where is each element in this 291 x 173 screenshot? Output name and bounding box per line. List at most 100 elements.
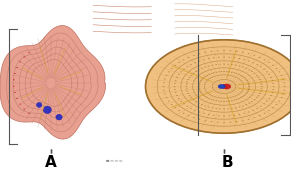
Circle shape bbox=[281, 97, 283, 98]
Circle shape bbox=[174, 86, 175, 87]
Circle shape bbox=[215, 100, 217, 101]
Circle shape bbox=[178, 74, 180, 75]
Circle shape bbox=[272, 92, 274, 93]
Circle shape bbox=[189, 77, 191, 78]
Circle shape bbox=[217, 122, 219, 123]
Circle shape bbox=[146, 40, 291, 133]
Circle shape bbox=[243, 113, 245, 114]
Circle shape bbox=[188, 57, 189, 58]
Circle shape bbox=[193, 117, 195, 118]
Circle shape bbox=[273, 86, 274, 87]
Circle shape bbox=[194, 62, 196, 63]
Circle shape bbox=[168, 71, 170, 72]
Circle shape bbox=[163, 86, 164, 87]
Circle shape bbox=[235, 65, 237, 66]
Circle shape bbox=[242, 52, 244, 53]
Circle shape bbox=[208, 98, 210, 99]
Circle shape bbox=[258, 77, 260, 78]
Circle shape bbox=[284, 86, 285, 87]
Circle shape bbox=[226, 101, 228, 102]
Text: B: B bbox=[221, 155, 233, 170]
Circle shape bbox=[217, 50, 219, 51]
Circle shape bbox=[258, 95, 260, 96]
Circle shape bbox=[193, 55, 195, 56]
Circle shape bbox=[229, 50, 231, 51]
Circle shape bbox=[187, 79, 189, 80]
Circle shape bbox=[178, 110, 180, 111]
Circle shape bbox=[259, 79, 261, 80]
Circle shape bbox=[205, 76, 206, 77]
Circle shape bbox=[260, 66, 262, 67]
Circle shape bbox=[198, 103, 200, 104]
Circle shape bbox=[233, 115, 235, 116]
Circle shape bbox=[272, 83, 274, 84]
Circle shape bbox=[13, 86, 15, 87]
Circle shape bbox=[227, 108, 229, 109]
Circle shape bbox=[175, 92, 177, 93]
Circle shape bbox=[235, 107, 237, 108]
Circle shape bbox=[278, 101, 280, 102]
Circle shape bbox=[208, 58, 210, 59]
Circle shape bbox=[231, 72, 233, 73]
Circle shape bbox=[212, 65, 213, 66]
Circle shape bbox=[174, 83, 176, 84]
Circle shape bbox=[203, 77, 205, 78]
Circle shape bbox=[178, 98, 180, 99]
Circle shape bbox=[268, 110, 270, 111]
Circle shape bbox=[198, 88, 200, 89]
Circle shape bbox=[176, 95, 178, 96]
Circle shape bbox=[171, 68, 173, 69]
Circle shape bbox=[213, 100, 215, 101]
Circle shape bbox=[186, 66, 188, 67]
Circle shape bbox=[276, 68, 277, 69]
Circle shape bbox=[266, 101, 268, 102]
Circle shape bbox=[205, 96, 206, 97]
Circle shape bbox=[231, 100, 233, 101]
Circle shape bbox=[223, 57, 225, 58]
Circle shape bbox=[198, 89, 200, 90]
Circle shape bbox=[164, 93, 166, 94]
Circle shape bbox=[242, 67, 244, 68]
Circle shape bbox=[106, 160, 109, 162]
Circle shape bbox=[218, 101, 220, 102]
Circle shape bbox=[264, 113, 265, 114]
Circle shape bbox=[14, 92, 16, 93]
Circle shape bbox=[166, 97, 168, 98]
Circle shape bbox=[212, 107, 213, 108]
Circle shape bbox=[252, 62, 254, 63]
Circle shape bbox=[223, 71, 225, 72]
Circle shape bbox=[191, 75, 192, 76]
Circle shape bbox=[28, 113, 30, 114]
Circle shape bbox=[227, 64, 229, 65]
Circle shape bbox=[204, 67, 206, 68]
Circle shape bbox=[256, 108, 258, 109]
Circle shape bbox=[223, 63, 225, 65]
Circle shape bbox=[174, 107, 176, 108]
Circle shape bbox=[276, 104, 277, 105]
Circle shape bbox=[211, 51, 212, 52]
Circle shape bbox=[268, 62, 270, 63]
Circle shape bbox=[244, 77, 245, 78]
Circle shape bbox=[194, 110, 196, 111]
Circle shape bbox=[191, 97, 192, 98]
Circle shape bbox=[201, 93, 203, 94]
Circle shape bbox=[272, 107, 274, 108]
Circle shape bbox=[233, 72, 235, 73]
Circle shape bbox=[242, 76, 244, 77]
Circle shape bbox=[247, 81, 249, 83]
Ellipse shape bbox=[43, 106, 52, 113]
Circle shape bbox=[248, 86, 250, 87]
Circle shape bbox=[248, 119, 250, 120]
Circle shape bbox=[263, 103, 265, 104]
Circle shape bbox=[219, 108, 221, 109]
Circle shape bbox=[272, 65, 274, 66]
Circle shape bbox=[175, 80, 177, 81]
Circle shape bbox=[259, 115, 260, 116]
Circle shape bbox=[119, 160, 123, 162]
Circle shape bbox=[174, 65, 176, 66]
Circle shape bbox=[198, 53, 200, 54]
Circle shape bbox=[208, 114, 210, 115]
Circle shape bbox=[248, 53, 250, 54]
Circle shape bbox=[282, 93, 284, 94]
Circle shape bbox=[201, 79, 203, 80]
